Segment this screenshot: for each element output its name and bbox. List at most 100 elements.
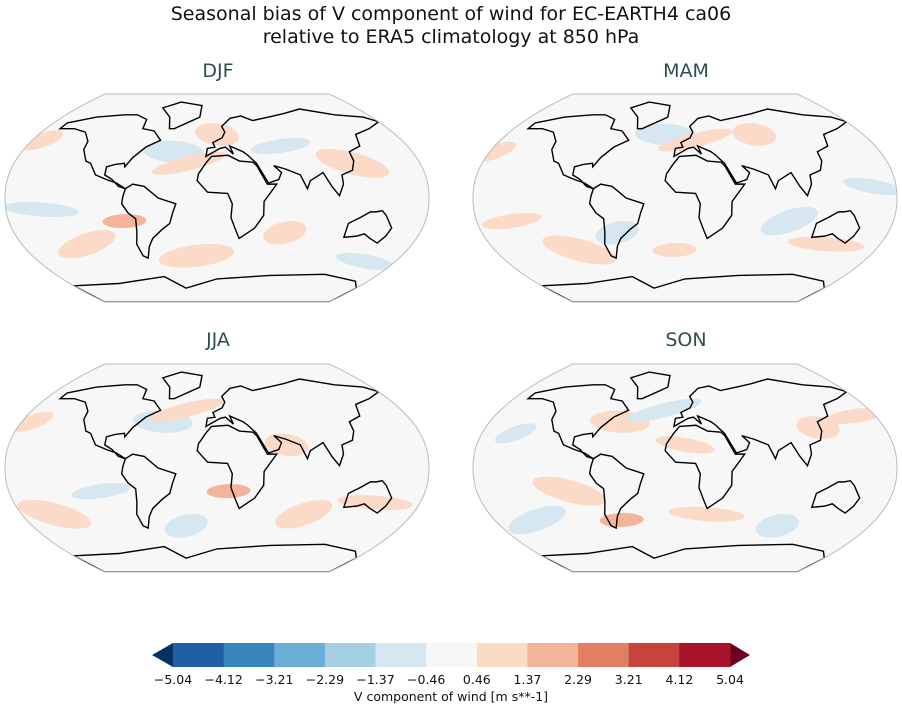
colorbar-extend-over — [730, 643, 750, 667]
coastline — [58, 114, 162, 190]
map-son — [472, 363, 898, 573]
coastline — [71, 543, 358, 572]
bias-contour — [5, 202, 79, 218]
colorbar-tick-label: 1.37 — [513, 672, 542, 687]
bias-contour — [158, 243, 235, 268]
bias-contour — [275, 499, 333, 529]
colorbar — [152, 643, 750, 667]
bias-contour — [824, 407, 884, 425]
bias-contour — [335, 252, 396, 271]
map-background — [473, 364, 897, 572]
map-border — [472, 93, 898, 303]
map-djf — [4, 93, 430, 303]
coastline — [205, 378, 381, 468]
bias-contour — [17, 499, 92, 529]
map-background — [5, 94, 429, 302]
map-jja — [4, 363, 430, 573]
bias-contour — [102, 214, 147, 229]
coastline — [161, 101, 203, 130]
bias-contour — [760, 206, 818, 236]
panel-title-son: SON — [665, 329, 707, 351]
coastline — [161, 371, 203, 400]
colorbar-segment — [375, 643, 427, 667]
coastline — [342, 209, 393, 244]
bias-contour — [71, 483, 131, 500]
bias-contour — [11, 411, 54, 432]
coastline — [664, 424, 747, 510]
coastline — [588, 453, 645, 530]
panel-title-djf: DJF — [202, 60, 234, 82]
coastline — [539, 273, 826, 302]
bias-contour — [843, 177, 897, 196]
coastline — [673, 378, 849, 468]
map-border — [4, 363, 430, 573]
bias-contour — [250, 137, 311, 155]
bias-contour — [542, 235, 617, 265]
bias-contour — [21, 130, 64, 151]
figure-title-line2: relative to ERA5 climatology at 850 hPa — [262, 26, 640, 48]
map-mam — [472, 93, 898, 303]
colorbar-segment — [527, 643, 579, 667]
coastline — [664, 154, 747, 240]
colorbar-tick-label: −5.04 — [153, 672, 193, 687]
colorbar-extend-under — [152, 643, 173, 667]
bias-contour — [668, 506, 745, 522]
bias-contour — [481, 213, 542, 230]
coastline — [810, 209, 861, 244]
coastline — [196, 424, 279, 510]
colorbar-tick-label: 0.46 — [462, 672, 491, 687]
coastline — [629, 101, 671, 130]
panel-title-jja: JJA — [206, 329, 230, 351]
colorbar-tick-label: 2.29 — [564, 672, 592, 687]
coastline — [539, 543, 826, 572]
bias-contour — [658, 128, 733, 152]
map-border — [472, 363, 898, 573]
bias-contour — [755, 513, 799, 538]
bias-contour — [315, 148, 390, 178]
colorbar-segment — [476, 643, 528, 667]
bias-contour — [508, 505, 566, 535]
coastline — [120, 183, 177, 260]
map-border — [4, 93, 430, 303]
bias-contour — [195, 123, 239, 146]
colorbar-segment — [223, 643, 275, 667]
bias-contour — [595, 220, 639, 245]
coastline — [342, 479, 393, 514]
map-background — [473, 94, 897, 302]
colorbar-segment — [578, 643, 630, 667]
colorbar-tick-label: 4.12 — [665, 672, 694, 687]
bias-contour — [627, 398, 702, 422]
coastline — [58, 384, 162, 460]
colorbar-tick-label: −0.46 — [407, 672, 446, 687]
bias-contour — [652, 242, 697, 258]
coastline — [196, 154, 279, 240]
figure-title-line1: Seasonal bias of V component of wind for… — [170, 3, 732, 25]
bias-contour — [151, 151, 226, 175]
bias-contour — [532, 476, 607, 506]
bias-contour — [149, 398, 224, 422]
colorbar-segment — [679, 643, 731, 667]
bias-contour — [164, 513, 208, 538]
coastline — [526, 114, 630, 190]
colorbar-segment — [324, 643, 377, 667]
coastline — [629, 371, 671, 400]
bias-contour — [206, 484, 251, 499]
bias-field — [494, 371, 884, 572]
coastline — [120, 453, 177, 530]
bias-contour — [788, 236, 864, 252]
coastline — [810, 479, 861, 514]
bias-contour — [263, 220, 307, 245]
map-background — [5, 364, 429, 572]
bias-field — [5, 101, 396, 302]
colorbar-tick-label: 5.04 — [716, 672, 744, 687]
bias-contour — [732, 123, 777, 146]
colorbar-tick-label: −1.37 — [356, 672, 395, 687]
coastline — [526, 384, 630, 460]
panel-title-mam: MAM — [663, 60, 709, 82]
bias-contour — [494, 423, 537, 444]
colorbar-segment — [173, 643, 225, 667]
colorbar-tick-label: 3.21 — [614, 672, 643, 687]
colorbar-tick-label: −4.12 — [204, 672, 243, 687]
colorbar-label: V component of wind [m s**-1] — [353, 689, 549, 704]
colorbar-segment — [426, 643, 478, 667]
